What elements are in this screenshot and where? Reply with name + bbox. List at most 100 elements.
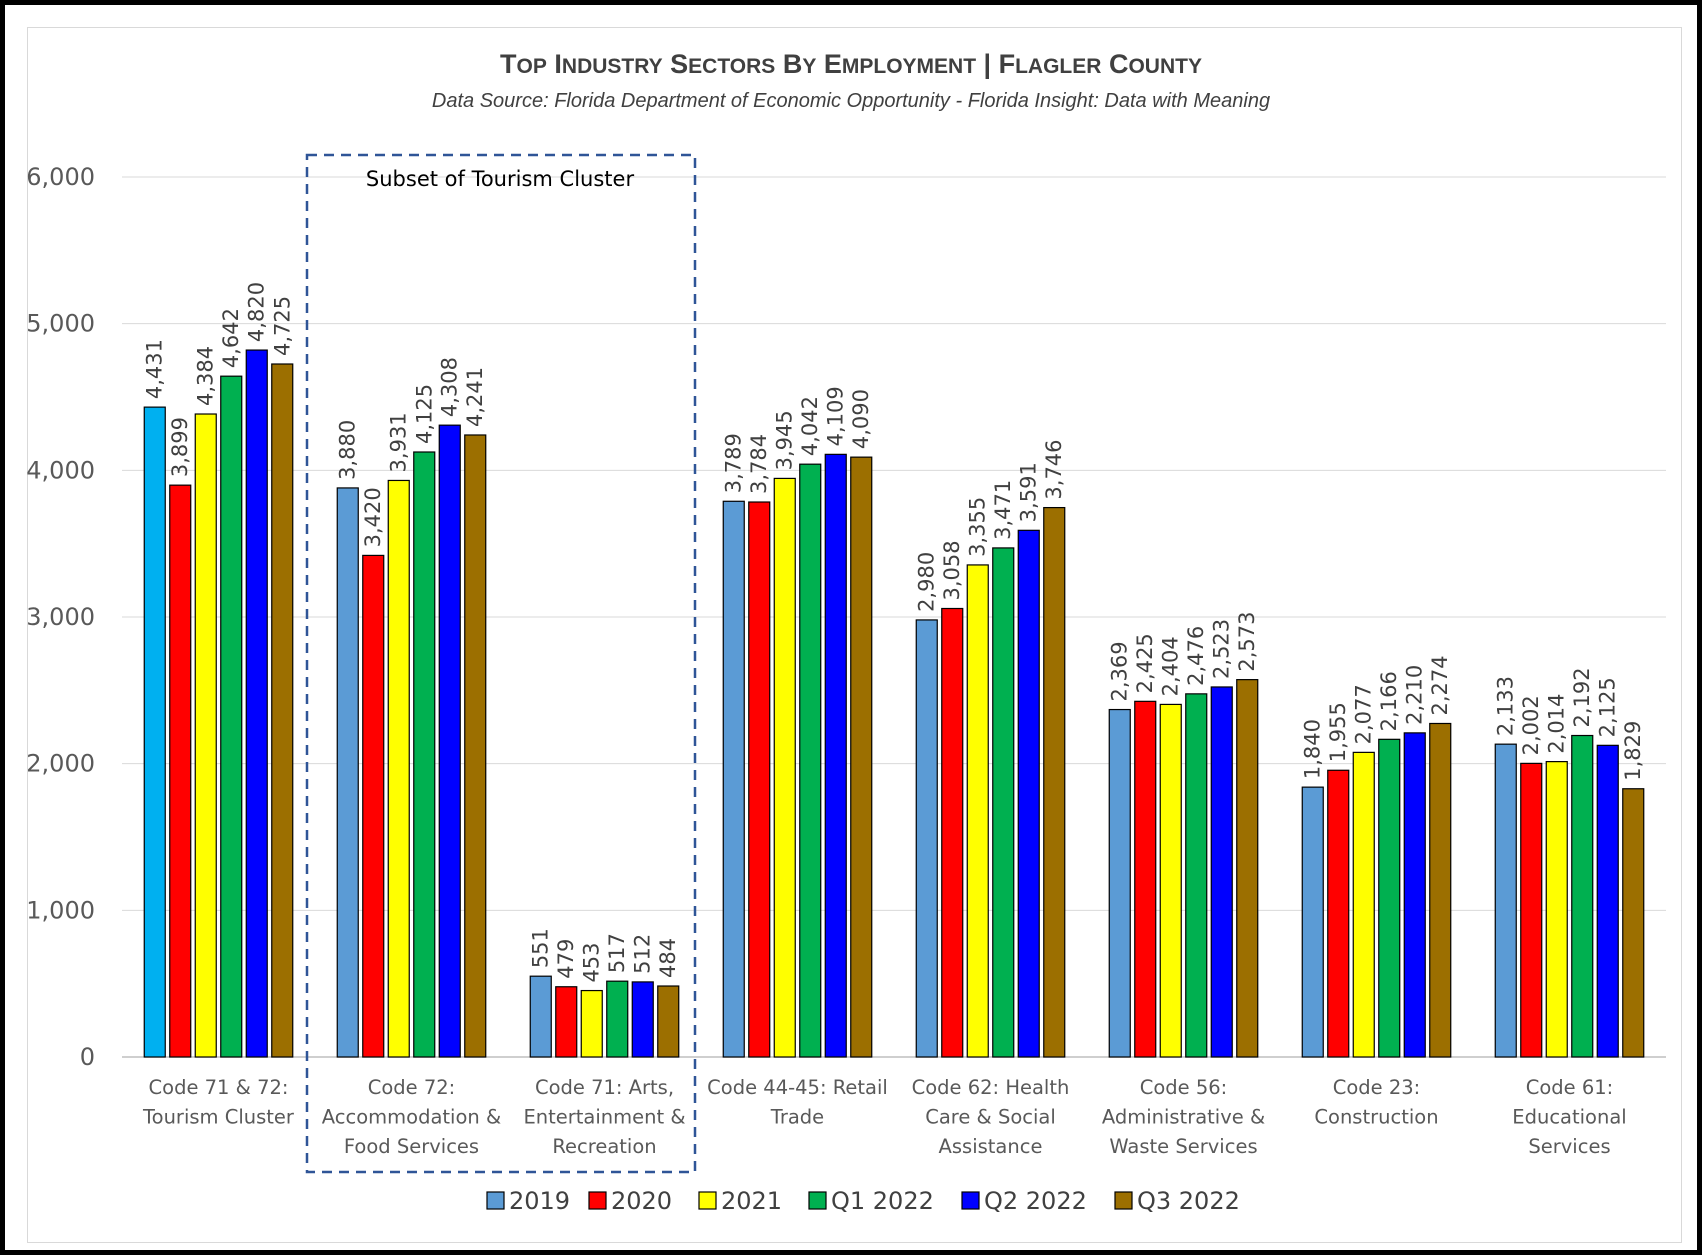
x-category-label: Accommodation & — [322, 1106, 501, 1129]
data-label: 4,820 — [245, 282, 269, 342]
y-tick-label: 4,000 — [26, 456, 95, 484]
x-category-label: Code 23: — [1333, 1076, 1421, 1099]
data-label: 2,014 — [1545, 693, 1569, 753]
bar — [1236, 679, 1259, 1058]
data-label: 453 — [580, 942, 604, 982]
bar — [1596, 744, 1619, 1058]
data-label: 4,642 — [219, 308, 243, 368]
chart-area-border — [27, 27, 1682, 1243]
bar — [941, 607, 964, 1058]
x-category-label: Waste Services — [1109, 1135, 1257, 1158]
bar — [1352, 751, 1375, 1058]
legend-swatch — [1114, 1191, 1133, 1210]
bar — [1327, 769, 1350, 1058]
data-label: 3,471 — [991, 480, 1015, 540]
bar — [1108, 708, 1131, 1058]
data-label: 4,725 — [270, 296, 294, 356]
data-label: 3,880 — [336, 420, 360, 480]
bar — [824, 453, 847, 1058]
data-label: 2,523 — [1210, 619, 1234, 679]
bar — [1043, 506, 1066, 1058]
bar — [1134, 700, 1157, 1058]
bar — [850, 456, 873, 1058]
bar — [748, 501, 771, 1058]
data-label: 3,746 — [1042, 439, 1066, 499]
x-category-label: Services — [1528, 1135, 1610, 1158]
legend-swatch — [588, 1191, 607, 1210]
data-label: 3,789 — [722, 433, 746, 493]
data-label: 2,166 — [1377, 671, 1401, 731]
bar — [271, 363, 294, 1058]
data-label: 3,899 — [168, 417, 192, 477]
data-label: 4,125 — [412, 384, 436, 444]
x-category-label: Tourism Cluster — [142, 1106, 295, 1129]
bar — [1545, 761, 1568, 1058]
bar — [1159, 703, 1182, 1058]
x-category-label: Code 72: — [368, 1076, 456, 1099]
data-label: 2,573 — [1235, 612, 1259, 672]
tourism-subset-box — [305, 153, 697, 1174]
data-label: 2,133 — [1494, 676, 1518, 736]
data-label: 4,384 — [194, 346, 218, 406]
x-category-label: Code 71 & 72: — [149, 1076, 289, 1099]
y-tick-label: 1,000 — [26, 896, 95, 924]
data-label: 2,404 — [1159, 636, 1183, 696]
bar — [1017, 529, 1040, 1058]
data-label: 1,840 — [1301, 719, 1325, 779]
data-label: 2,192 — [1570, 667, 1594, 727]
x-category-label: Entertainment & — [523, 1106, 685, 1129]
bar — [722, 500, 745, 1058]
x-category-label: Administrative & — [1102, 1106, 1265, 1129]
data-label: 551 — [529, 928, 553, 968]
bar — [631, 981, 654, 1058]
legend-swatch — [961, 1191, 980, 1210]
bar — [915, 619, 938, 1058]
chart-title: TOP INDUSTRY SECTORS BY EMPLOYMENT | FLA… — [500, 49, 1202, 79]
data-label: 3,931 — [387, 412, 411, 472]
legend-label: 2020 — [611, 1187, 672, 1215]
data-label: 2,002 — [1519, 695, 1543, 755]
data-label: 3,784 — [747, 434, 771, 494]
data-label: 1,955 — [1326, 702, 1350, 762]
legend-swatch — [486, 1191, 505, 1210]
bar — [413, 451, 436, 1058]
x-category-label: Code 56: — [1140, 1076, 1228, 1099]
legend-label: 2021 — [721, 1187, 782, 1215]
data-label: 4,431 — [143, 339, 167, 399]
bars — [143, 349, 1645, 1058]
bar — [1520, 762, 1543, 1058]
legend-swatch — [808, 1191, 827, 1210]
data-label: 3,420 — [361, 487, 385, 547]
data-label: 2,077 — [1352, 684, 1376, 744]
data-label: 4,241 — [463, 367, 487, 427]
x-category-label: Code 71: Arts, — [535, 1076, 674, 1099]
bar — [438, 424, 461, 1058]
bar — [992, 547, 1015, 1058]
bar — [1185, 693, 1208, 1058]
bar — [464, 434, 487, 1058]
tourism-subset-label: Subset of Tourism Cluster — [366, 167, 635, 191]
legend-label: Q1 2022 — [831, 1187, 934, 1215]
data-label: 4,109 — [824, 386, 848, 446]
x-category-label: Assistance — [939, 1135, 1043, 1158]
bar — [1622, 788, 1645, 1058]
x-category-label: Trade — [770, 1106, 824, 1129]
y-axis-ticks: 0 1,000 2,000 3,000 4,000 5,000 6,000 — [26, 163, 95, 1071]
bar — [1403, 732, 1426, 1058]
legend-label: 2019 — [509, 1187, 570, 1215]
bar — [245, 349, 268, 1058]
legend: 2019 2020 2021 Q1 2022 Q2 2022 Q3 2022 — [486, 1187, 1240, 1215]
data-label: 4,042 — [798, 396, 822, 456]
y-tick-label: 2,000 — [26, 750, 95, 778]
data-label: 3,355 — [966, 497, 990, 557]
bar — [1571, 734, 1594, 1058]
bar — [580, 989, 603, 1058]
x-category-label: Care & Social — [925, 1106, 1056, 1129]
y-tick-label: 6,000 — [26, 163, 95, 191]
data-label: 3,058 — [940, 540, 964, 600]
x-category-label: Construction — [1314, 1106, 1438, 1129]
data-label: 2,425 — [1133, 633, 1157, 693]
data-label: 1,829 — [1621, 721, 1645, 781]
chart-subtitle: Data Source: Florida Department of Econo… — [432, 90, 1270, 112]
